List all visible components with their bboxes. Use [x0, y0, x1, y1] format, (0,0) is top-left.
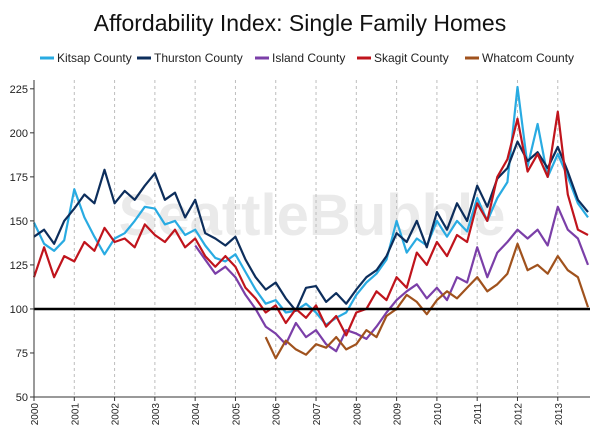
legend-label: Whatcom County [482, 51, 574, 65]
plot-area: SeattleBubble 50 75 100 125 150 175 200 225 2000… [10, 80, 590, 425]
legend-item-kitsap-county: Kitsap County [40, 51, 132, 65]
x-tick-label: 2009 [393, 403, 404, 426]
chart-title: Affordability Index: Single Family Homes [94, 10, 506, 36]
legend-label: Kitsap County [57, 51, 132, 65]
y-tick-label: 100 [10, 304, 28, 316]
x-tick-label: 2010 [433, 403, 444, 426]
legend-item-whatcom-county: Whatcom County [465, 51, 574, 65]
y-tick-label: 150 [10, 216, 28, 228]
x-tick-label: 2004 [191, 403, 202, 426]
y-tick-label: 225 [10, 84, 28, 96]
series-line-island-county [194, 205, 590, 353]
x-tick-label: 2011 [473, 403, 484, 425]
legend-item-island-county: Island County [255, 51, 345, 65]
x-tick-label: 2006 [272, 403, 283, 426]
axes: 50 75 100 125 150 175 200 225 2000 2001 2002 2003 20… [10, 80, 590, 425]
x-tick-label: 2008 [352, 403, 363, 426]
y-tick-label: 175 [10, 172, 28, 184]
series-line-whatcom-county [264, 242, 590, 360]
x-tick-label: 2002 [111, 403, 122, 426]
watermark-text: SeattleBubble [119, 183, 506, 248]
x-tick-label: 2001 [70, 403, 81, 426]
x-tick-label: 2003 [151, 403, 162, 426]
x-tick-label: 2005 [231, 403, 242, 426]
y-tick-label: 125 [10, 260, 28, 272]
legend-item-thurston-county: Thurston County [137, 51, 243, 65]
x-tick-label: 2012 [513, 403, 524, 426]
y-tick-label: 200 [10, 128, 28, 140]
y-tick-label: 50 [16, 392, 28, 404]
y-tick-label: 75 [16, 348, 28, 360]
legend-label: Thurston County [154, 51, 243, 65]
legend-label: Skagit County [374, 51, 449, 65]
x-tick-label: 2013 [554, 403, 565, 426]
legend-item-skagit-county: Skagit County [357, 51, 449, 65]
x-tick-label: 2007 [312, 403, 323, 426]
legend-label: Island County [272, 51, 345, 65]
series-line-skagit-county [32, 110, 589, 337]
x-tick-label: 2000 [30, 403, 41, 426]
chart-legend: Kitsap County Thurston County Island Count… [40, 51, 574, 65]
